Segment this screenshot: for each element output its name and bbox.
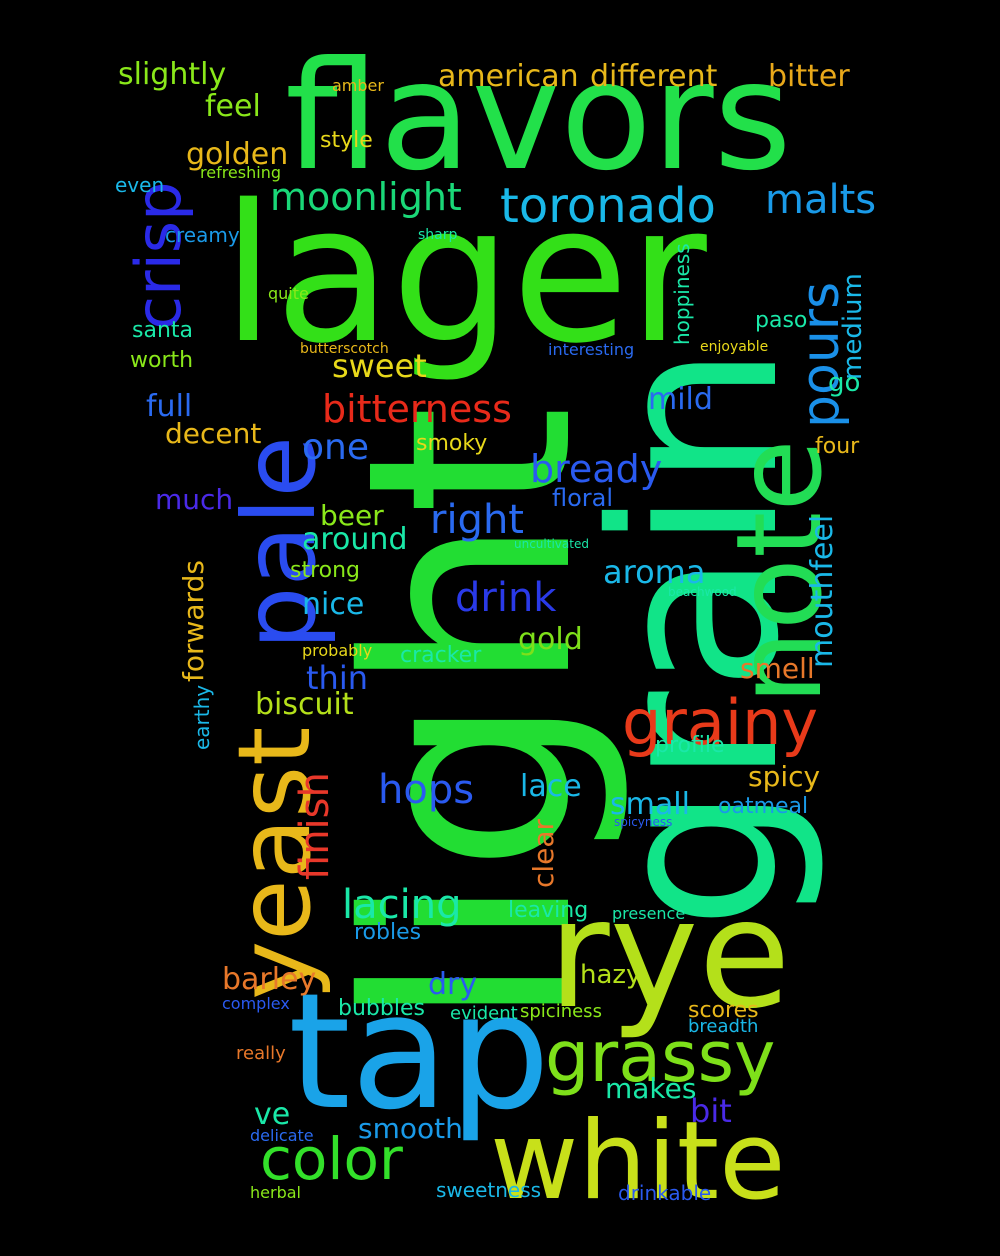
word-decent: decent [165,417,262,450]
word-oatmeal: oatmeal [718,794,809,819]
word-thin: thin [306,659,368,697]
word-color: color [260,1125,403,1193]
word-lacing: lacing [342,882,462,928]
word-interesting: interesting [548,340,635,359]
word-dry: dry [428,967,478,1002]
word-ve: ve [254,1097,291,1132]
word-american: american [438,59,579,94]
word-beachwood: beachwood [668,585,737,599]
word-strong: strong [290,558,361,583]
word-creamy: creamy [165,223,240,247]
word-golden: golden [186,137,289,172]
word-cracker: cracker [400,643,482,668]
word-much: much [155,483,234,516]
word-barley: barley [222,962,317,997]
word-robles: robles [354,920,422,945]
word-crisp: crisp [122,181,195,330]
word-finish: finish [292,772,338,880]
word-bitterness: bitterness [322,387,512,431]
word-smooth: smooth [358,1112,463,1145]
word-hops: hops [378,767,475,813]
word-rye: rye [548,868,791,1042]
word-biscuit: biscuit [255,687,354,722]
word-smoky: smoky [416,431,488,456]
word-one: one [302,427,369,468]
word-probably: probably [302,641,373,660]
word-earthy: earthy [190,684,214,750]
word-slightly: slightly [118,57,227,92]
word-forwards: forwards [177,560,210,682]
word-malts: malts [765,177,877,223]
word-around: around [302,522,408,557]
word-grainy: grainy [622,686,819,759]
word-mouthfeel: mouthfeel [805,514,840,668]
word-four: four [815,434,860,459]
word-evident: evident [450,1003,518,1024]
word-lager: lager [222,164,707,385]
word-refreshing: refreshing [200,163,281,182]
word-santa: santa [132,318,193,343]
word-quite: quite [268,284,309,303]
word-gold: gold [518,622,583,657]
word-nice: nice [302,587,365,622]
word-spicyness: spicyness [614,815,673,829]
word-profile: profile [655,733,725,758]
word-sharp: sharp [418,227,458,243]
word-even: even [115,173,165,197]
word-medium: medium [838,273,868,380]
word-bitter: bitter [768,59,850,94]
word-beer: beer [320,499,384,532]
word-drink: drink [455,575,557,621]
word-worth: worth [130,348,194,373]
word-breadth: breadth [688,1016,759,1037]
word-drinkable: drinkable [618,1181,712,1205]
word-presence: presence [612,904,686,923]
word-scores: scores [688,998,759,1023]
word-sweet: sweet [332,347,427,385]
word-mild: mild [648,382,713,417]
word-floral: floral [552,484,614,512]
word-flavors: flavors [285,30,792,204]
word-go: go [828,368,861,398]
word-lace: lace [520,769,582,804]
word-tap: tap [288,958,551,1145]
word-uncultivated: uncultivated [514,537,589,551]
word-amber: amber [332,76,384,95]
word-small: small [610,787,690,822]
word-leaving: leaving [508,898,589,923]
word-moonlight: moonlight [270,175,462,219]
word-different: different [590,59,718,94]
word-herbal: herbal [250,1183,301,1202]
word-makes: makes [605,1072,697,1105]
word-spicy: spicy [748,760,821,793]
word-bubbles: bubbles [338,996,425,1021]
word-feel: feel [205,89,261,124]
word-bready: bready [530,447,663,491]
word-toronado: toronado [500,178,716,234]
word-hoppiness: hoppiness [670,243,694,345]
word-smell: smell [740,652,815,685]
word-really: really [236,1043,286,1064]
word-hazy: hazy [580,960,642,990]
word-full: full [146,389,193,424]
word-spiciness: spiciness [520,1001,602,1022]
word-delicate: delicate [250,1126,314,1145]
word-clear: clear [527,818,560,888]
word-butterscotch: butterscotch [300,341,389,357]
word-paso: paso [755,308,808,333]
word-bit: bit [690,1092,732,1130]
word-enjoyable: enjoyable [700,339,769,355]
word-right: right [430,497,524,543]
word-grassy: grassy [545,1016,776,1098]
word-complex: complex [222,994,290,1013]
word-sweetness: sweetness [436,1178,542,1202]
word-white: white [490,1099,786,1224]
word-aroma: aroma [603,553,706,591]
word-style: style [320,128,373,153]
